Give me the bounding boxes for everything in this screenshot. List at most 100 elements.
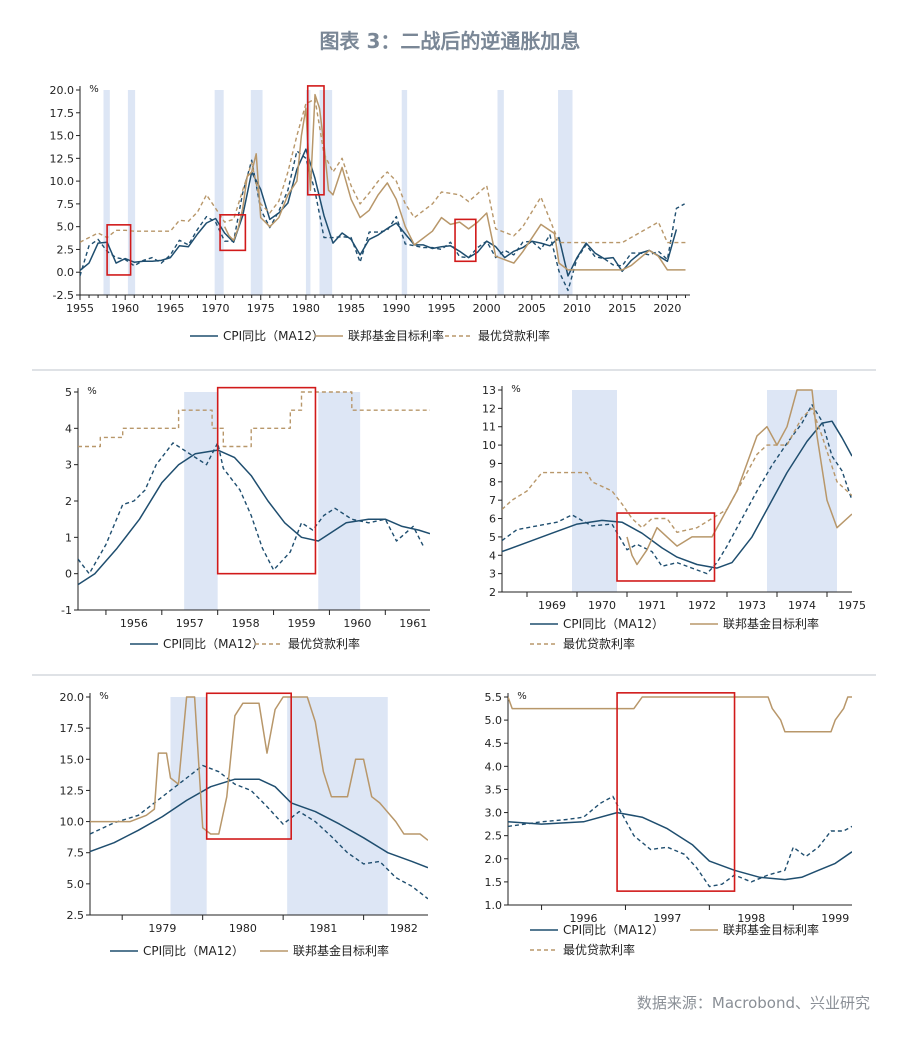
legend-label: 最优贷款利率 — [563, 942, 635, 957]
y-tick-label: 7.5 — [57, 198, 75, 211]
recession-band — [558, 90, 573, 295]
recession-band — [184, 392, 218, 610]
unit-label: % — [87, 386, 97, 397]
x-tick-label: 2000 — [473, 302, 501, 315]
recession-band — [401, 90, 408, 295]
y-tick-label: 2.5 — [485, 830, 503, 843]
y-tick-label: 10 — [482, 439, 496, 452]
overview-legend: CPI同比（MA12） 联邦基金目标利率 最优贷款利率 — [190, 328, 550, 343]
x-tick-label: 1981 — [309, 922, 337, 935]
y-tick-label: 4.5 — [485, 737, 503, 750]
highlight-box — [219, 214, 247, 252]
y-tick-label: 4.0 — [485, 760, 503, 773]
y-tick-label: 12 — [482, 402, 496, 415]
y-tick-label: 2 — [65, 495, 72, 508]
x-tick-label: 1985 — [337, 302, 365, 315]
y-tick-label: 4 — [65, 422, 72, 435]
x-tick-label: 1955 — [66, 302, 94, 315]
recession-band — [127, 90, 136, 295]
legend-label: 联邦基金目标利率 — [348, 328, 444, 343]
series-line — [90, 764, 428, 900]
y-tick-label: 15.0 — [60, 753, 85, 766]
x-tick-label: 1990 — [382, 302, 410, 315]
y-tick-label: 11 — [482, 421, 496, 434]
series-line — [502, 404, 852, 575]
series-line — [502, 407, 852, 533]
series-line — [80, 98, 686, 244]
x-tick-label: 1973 — [738, 599, 766, 612]
series-line — [508, 795, 852, 888]
y-tick-label: 2.5 — [57, 243, 75, 256]
x-tick-label: 1982 — [390, 922, 418, 935]
unit-label: % — [517, 691, 527, 702]
y-tick-label: 5.0 — [485, 714, 503, 727]
x-tick-label: 1995 — [427, 302, 455, 315]
recession-band — [497, 90, 504, 295]
y-tick-label: 7 — [489, 494, 496, 507]
x-tick-label: 1980 — [292, 302, 320, 315]
y-tick-label: 2 — [489, 586, 496, 599]
y-tick-label: 13 — [482, 384, 496, 397]
series-group — [508, 696, 852, 888]
x-tick-label: 1972 — [688, 599, 716, 612]
series-line — [80, 148, 678, 277]
y-tick-label: 1 — [65, 531, 72, 544]
y-tick-label: 0.0 — [57, 266, 75, 279]
panel-1956-chart: -1 0 1 2 3 4 5 % 1956 1957 1958 1959 1960 1961 — [61, 386, 430, 630]
legend-label: CPI同比（MA12） — [223, 329, 324, 343]
y-tick-label: 3 — [489, 568, 496, 581]
highlight-box — [616, 692, 736, 892]
y-tick-label: 3 — [65, 459, 72, 472]
panel-1956-legend: CPI同比（MA12） 最优贷款利率 — [130, 636, 360, 651]
y-tick-label: 7.5 — [67, 847, 85, 860]
x-tick-label: 1975 — [247, 302, 275, 315]
y-tick-label: 1.0 — [485, 899, 503, 912]
panel-1980-legend: CPI同比（MA12） 联邦基金目标利率 — [110, 943, 389, 958]
highlight-box — [616, 512, 716, 582]
y-tick-label: 9 — [489, 457, 496, 470]
unit-label: % — [99, 691, 109, 702]
y-tick-label: 10.0 — [60, 816, 85, 829]
x-tick-label: 1956 — [120, 617, 148, 630]
x-tick-label: 1965 — [156, 302, 184, 315]
series-group — [80, 93, 686, 292]
x-tick-label: 1970 — [202, 302, 230, 315]
y-tick-label: 4 — [489, 549, 496, 562]
x-tick-label: 2020 — [653, 302, 681, 315]
panel-1970-chart: 2 3 4 5 6 7 8 9 10 11 12 13 % 1969 1970 1971 1972 1973 197… — [482, 384, 866, 612]
legend-label: 最优贷款利率 — [288, 636, 360, 651]
y-tick-label: 1.5 — [485, 876, 503, 889]
y-tick-label: 12.5 — [60, 784, 85, 797]
series-group — [502, 389, 852, 575]
highlight-box — [454, 218, 477, 263]
series-line — [223, 93, 686, 271]
y-tick-label: -2.5 — [53, 289, 74, 302]
figure-title: 图表 3：二战后的逆通胀加息 — [320, 29, 581, 53]
x-tick-label: 1961 — [399, 617, 427, 630]
recession-band — [572, 390, 617, 592]
legend-label: 联邦基金目标利率 — [723, 616, 819, 631]
y-tick-label: 10.0 — [50, 175, 75, 188]
y-tick-label: 20.0 — [60, 691, 85, 704]
x-tick-label: 1960 — [111, 302, 139, 315]
legend-label: 联邦基金目标利率 — [293, 943, 389, 958]
legend-label: 最优贷款利率 — [478, 328, 550, 343]
series-group — [78, 391, 430, 586]
series-line — [90, 778, 428, 869]
y-tick-label: 3.5 — [485, 783, 503, 796]
unit-label: % — [89, 84, 99, 95]
y-tick-label: 12.5 — [50, 152, 75, 165]
y-tick-label: 15.0 — [50, 130, 75, 143]
highlight-box — [205, 692, 292, 840]
highlight-box — [306, 85, 325, 196]
y-tick-label: 3.0 — [485, 807, 503, 820]
series-line — [508, 811, 852, 881]
x-tick-label: 1958 — [232, 617, 260, 630]
legend-label: 联邦基金目标利率 — [723, 922, 819, 937]
x-tick-label: 1960 — [343, 617, 371, 630]
x-tick-label: 2005 — [518, 302, 546, 315]
recession-band — [318, 392, 361, 610]
y-tick-label: 5 — [489, 531, 496, 544]
